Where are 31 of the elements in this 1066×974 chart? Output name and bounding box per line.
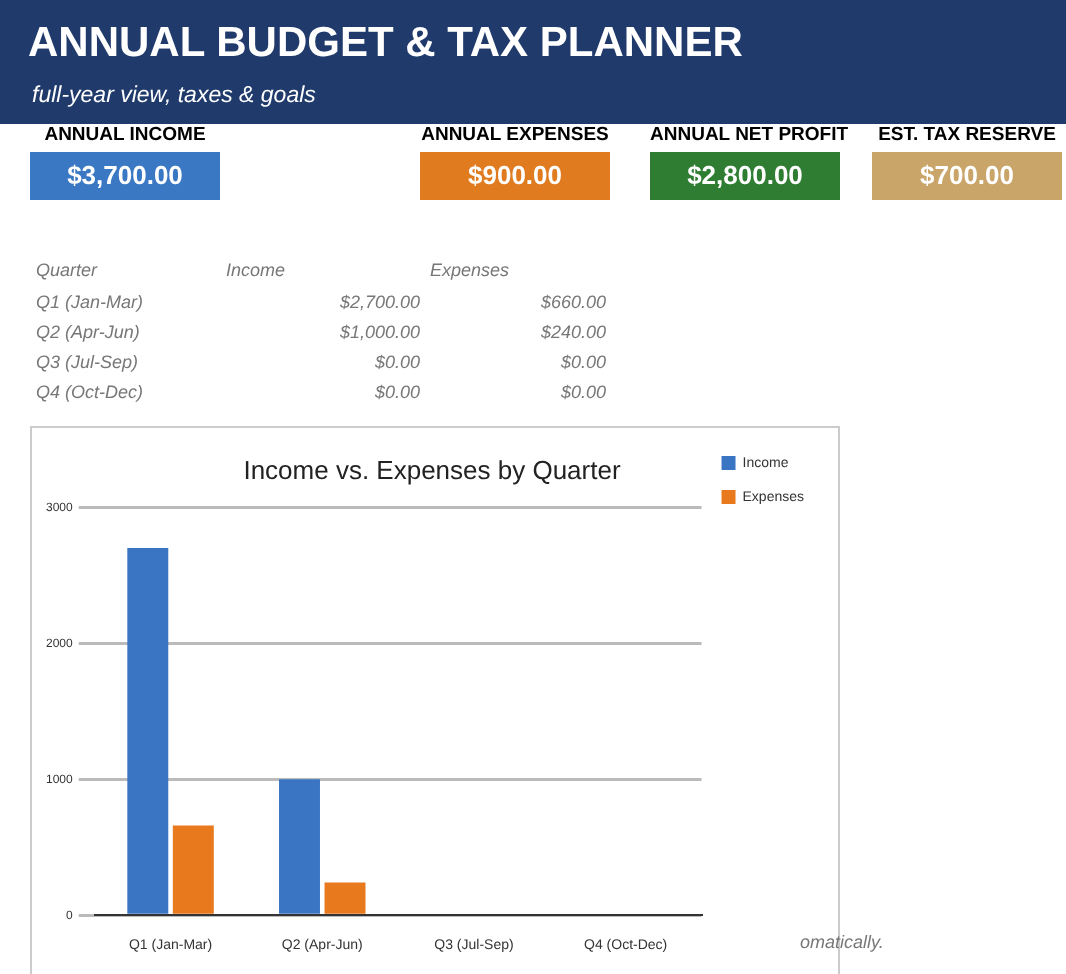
bar (127, 548, 169, 914)
text: Expenses (430, 260, 510, 280)
text: $700.00 (920, 160, 1014, 190)
text: $3,700.00 (67, 160, 183, 190)
text: ANNUAL BUDGET & TAX PLANNER (28, 20, 743, 68)
chart-title: Income vs. Expenses by Quarter (243, 454, 622, 485)
text: full-year view, taxes & goals (32, 84, 316, 108)
text: $0.00 (560, 382, 606, 402)
text: Quarter (36, 260, 98, 280)
bar (324, 882, 366, 914)
text: Income (226, 260, 286, 280)
text: $660.00 (540, 292, 606, 312)
category-label: ANNUAL INCOME (42, 122, 208, 150)
text: Q3 (Jul-Sep) (36, 352, 139, 372)
text: Q1 (Jan-Mar) (36, 292, 144, 312)
category-label: ANNUAL NET PROFIT (650, 122, 849, 150)
bar (172, 825, 214, 914)
text: omatically. (800, 932, 884, 952)
category-label: ANNUAL EXPENSES (420, 122, 610, 150)
text: $240.00 (540, 322, 606, 342)
text: Q2 (Apr-Jun) (36, 322, 140, 342)
text: $0.00 (374, 382, 420, 402)
text: $2,800.00 (687, 160, 803, 190)
bar (279, 779, 320, 914)
text: $0.00 (560, 352, 606, 372)
text: Q4 (Oct-Dec) (36, 382, 144, 402)
category-label: EST. TAX RESERVE (876, 122, 1058, 150)
text: $0.00 (374, 352, 420, 372)
text: $2,700.00 (339, 292, 420, 312)
text: $900.00 (468, 160, 562, 190)
text: $1,000.00 (339, 322, 420, 342)
